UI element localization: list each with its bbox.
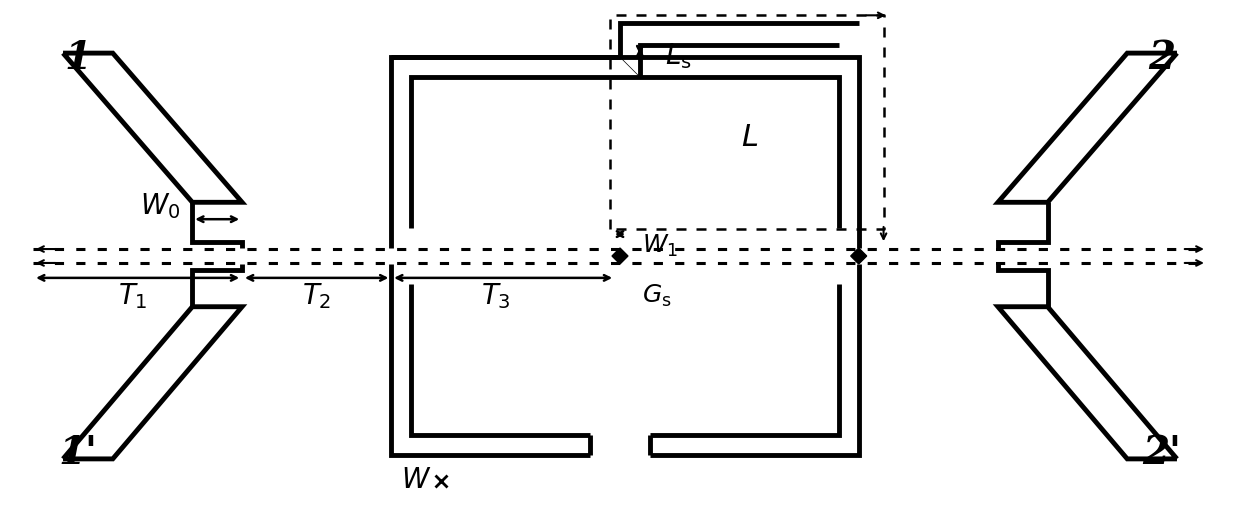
Text: $W_1$: $W_1$ <box>642 233 678 259</box>
Text: $L$: $L$ <box>740 122 758 153</box>
Polygon shape <box>613 248 627 264</box>
Text: 2': 2' <box>1142 434 1182 472</box>
Text: $T_1$: $T_1$ <box>118 281 148 311</box>
Text: $W_0$: $W_0$ <box>140 191 180 221</box>
Text: $T_3$: $T_3$ <box>481 281 511 311</box>
Text: 2: 2 <box>1148 39 1176 77</box>
Text: $G_\mathrm{s}$: $G_\mathrm{s}$ <box>642 283 672 309</box>
Text: 1': 1' <box>58 434 98 472</box>
Polygon shape <box>851 248 867 264</box>
Polygon shape <box>63 307 242 459</box>
Polygon shape <box>63 53 242 202</box>
Text: $L_\mathrm{s}$: $L_\mathrm{s}$ <box>665 41 692 71</box>
Text: $W$: $W$ <box>401 467 432 494</box>
Polygon shape <box>998 53 1177 202</box>
Text: 1: 1 <box>64 39 92 77</box>
Text: $T_2$: $T_2$ <box>303 281 331 311</box>
Polygon shape <box>998 307 1177 459</box>
